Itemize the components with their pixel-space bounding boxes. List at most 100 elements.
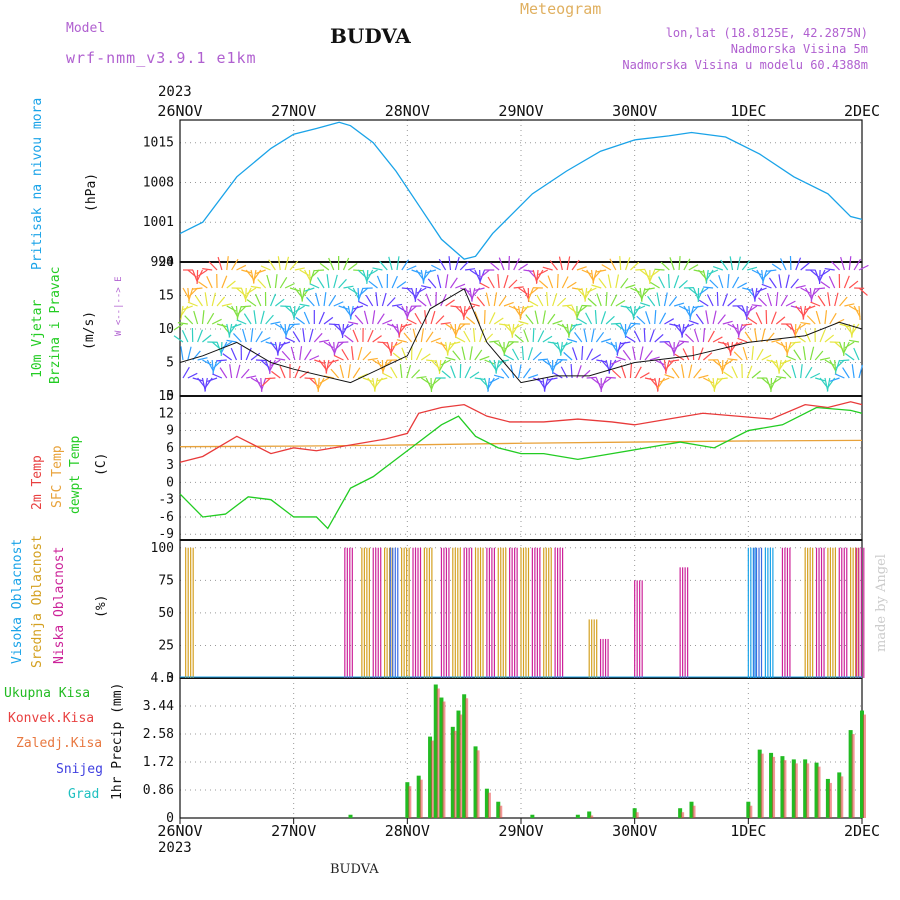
wind-barb (566, 338, 578, 343)
conv-precip-bar (442, 701, 446, 818)
wind-barb (372, 310, 376, 325)
wind-barb (778, 359, 782, 374)
wind-barb (250, 352, 261, 361)
precip-bar (416, 775, 421, 818)
wind-barb (730, 341, 738, 353)
wind-barb (237, 305, 247, 315)
wind-barb (720, 259, 729, 271)
wind-barb (793, 349, 802, 361)
wind-barb (771, 263, 782, 271)
wind-barb (678, 256, 681, 271)
y-tick-label: 994 (151, 255, 175, 270)
wind-barb (484, 359, 495, 365)
wind-barb (257, 279, 267, 289)
wind-barb (201, 310, 205, 325)
wind-barb (244, 287, 252, 300)
wind-barb (542, 266, 553, 271)
wind-barb (420, 328, 425, 343)
wind-barb (228, 323, 233, 338)
precip-legend-4: Snijeg (56, 762, 103, 777)
wind-barb (229, 364, 233, 379)
wind-barb (347, 262, 358, 271)
wind-barb (708, 269, 719, 275)
wind-barb (827, 292, 831, 307)
wind-barb (766, 332, 775, 343)
conv-precip-bar (806, 763, 810, 818)
wind-barb (678, 280, 688, 289)
wind-barb (221, 275, 228, 289)
wind-barb (815, 377, 826, 382)
wind-barb (620, 277, 629, 289)
y-tick-label: 1008 (143, 175, 174, 190)
wind-barb (770, 377, 773, 393)
wind-barb (498, 359, 509, 363)
x-tick-label: 30NOV (612, 102, 657, 120)
precip-bar (473, 746, 478, 818)
wind-barb (441, 370, 451, 379)
conv-precip-bar (681, 812, 685, 818)
wind-barb (586, 348, 594, 361)
wind-barb (663, 292, 668, 307)
wind-barb (528, 287, 539, 296)
wind-barb (751, 370, 761, 379)
wind-barb (230, 347, 238, 361)
wind-barb (657, 377, 661, 392)
wind-barb (352, 329, 359, 343)
wind-barb (848, 256, 852, 271)
wind-barb (644, 377, 656, 381)
wind-barb (435, 341, 446, 347)
wind-barb (625, 335, 636, 343)
wind-barb (180, 305, 184, 320)
wind-barb (438, 359, 447, 372)
wind-barb (286, 323, 296, 333)
wind-barb (657, 377, 665, 389)
wind-barb (795, 284, 806, 289)
wind-barb (277, 341, 281, 356)
wind-barb (532, 351, 542, 361)
wind-barb (352, 367, 361, 379)
wind-barb (216, 323, 228, 328)
wind-barb (330, 368, 340, 379)
wind-barb (255, 331, 263, 343)
wind-barb (241, 305, 252, 308)
wind-barb (605, 341, 616, 347)
wind-barb (294, 365, 301, 379)
wind-barb (372, 267, 383, 271)
wind-barb (382, 372, 393, 379)
wind-barb (615, 356, 626, 361)
wind-barb (306, 296, 315, 307)
wind-barb (401, 259, 410, 271)
wind-barb (834, 373, 845, 379)
x-tick-label: 1DEC (730, 102, 766, 120)
conv-precip-bar (749, 805, 753, 818)
wind-speed-line (179, 288, 863, 384)
wind-barb (187, 372, 198, 379)
wind-barb (479, 328, 485, 343)
wind-barb (754, 287, 758, 302)
precip-bar (450, 726, 455, 818)
wind-barb (843, 341, 850, 354)
wind-barb (776, 375, 787, 379)
wind-barb (430, 310, 436, 325)
wind-barb (476, 296, 485, 307)
wind-barb (192, 377, 203, 382)
wind-barb (348, 321, 359, 325)
wind-barb (775, 292, 779, 307)
wind-barb (398, 323, 403, 338)
wind-barb (607, 274, 612, 289)
precip-bar (575, 814, 580, 818)
wind-barb (315, 292, 320, 307)
wind-barb (266, 274, 272, 289)
wind-barb (260, 310, 265, 325)
wind-barb (243, 313, 252, 325)
wind-barb (525, 314, 534, 325)
wind-barb (284, 256, 290, 271)
wind-barb (702, 352, 713, 361)
wind-barb (624, 257, 631, 271)
wind-barb (741, 260, 751, 271)
wind-barb (654, 359, 665, 366)
wind-barb (436, 274, 442, 289)
wind-barb (295, 305, 305, 313)
wind-barb (479, 282, 490, 289)
wind-barb (465, 305, 476, 312)
